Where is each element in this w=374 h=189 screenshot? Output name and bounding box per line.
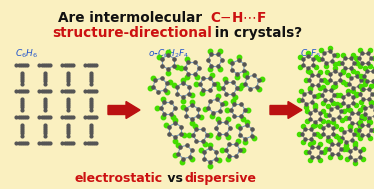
Text: electrostatic: electrostatic <box>75 172 163 185</box>
Text: Are intermolecular: Are intermolecular <box>58 11 207 25</box>
Text: $C_6H_6$: $C_6H_6$ <box>15 47 38 60</box>
Text: $\it{o}$-$C_6H_2F_4$: $\it{o}$-$C_6H_2F_4$ <box>148 47 190 60</box>
Text: dispersive: dispersive <box>185 172 257 185</box>
FancyArrow shape <box>108 101 140 119</box>
FancyArrow shape <box>270 101 302 119</box>
Text: $C_6F_6$: $C_6F_6$ <box>300 47 322 60</box>
Text: structure-directional: structure-directional <box>52 26 212 40</box>
Text: in crystals?: in crystals? <box>210 26 302 40</box>
Text: C$-$H$\cdots$F: C$-$H$\cdots$F <box>210 11 267 25</box>
Text: vs: vs <box>163 172 187 185</box>
